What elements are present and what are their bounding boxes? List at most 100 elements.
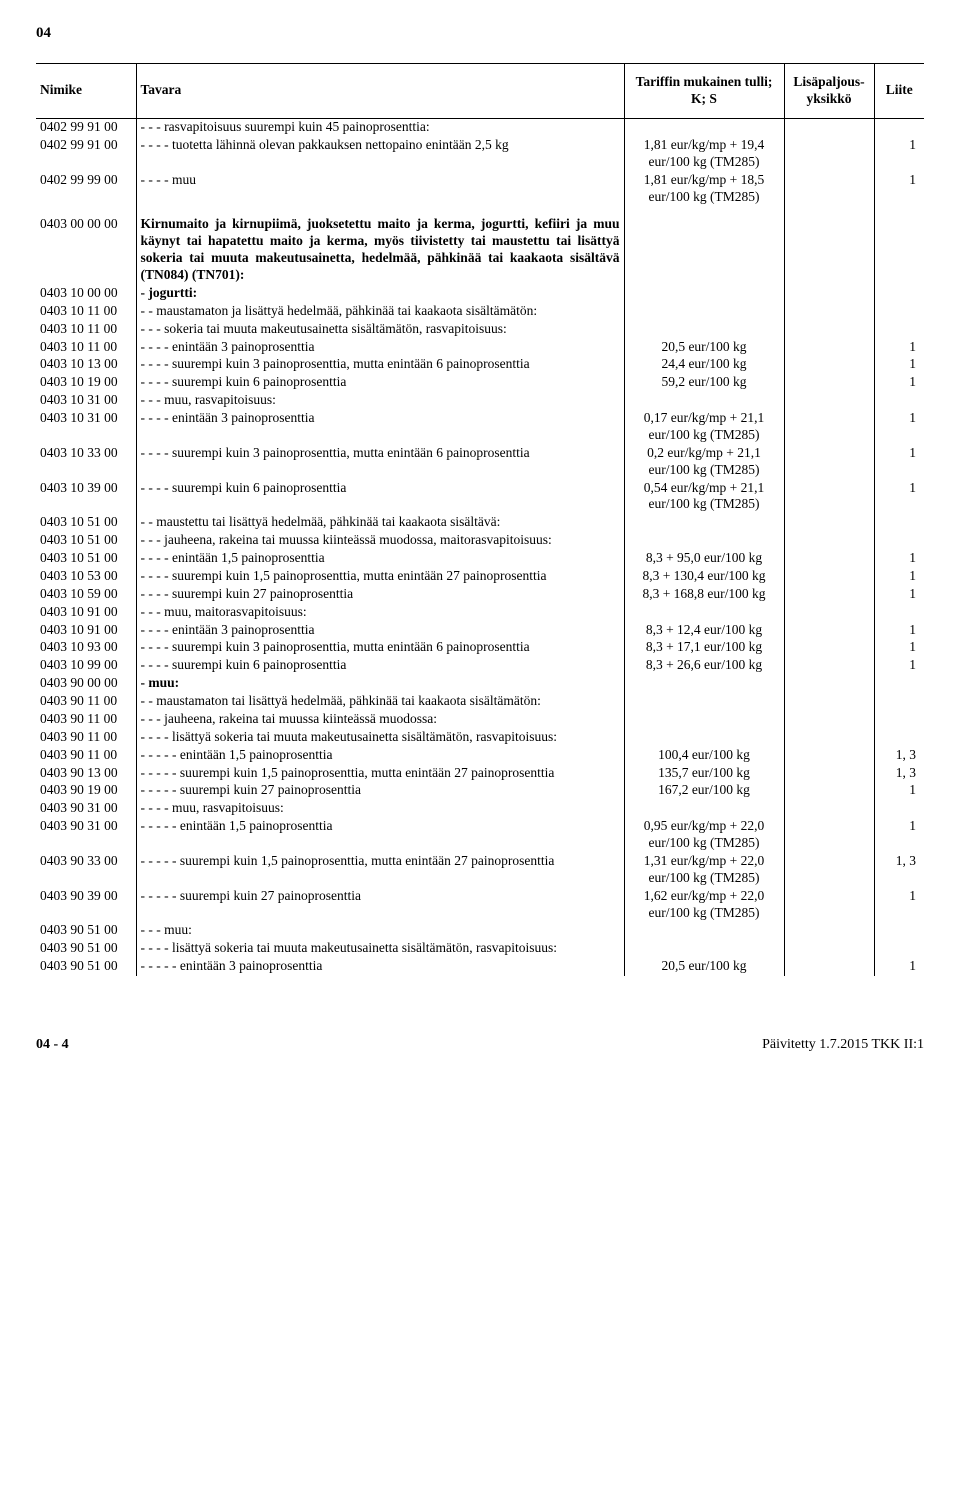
cell-tariff: 8,3 + 95,0 eur/100 kg [624,550,784,568]
cell-tariff [624,216,784,285]
table-row: 0403 10 13 00- - - - suurempi kuin 3 pai… [36,356,924,374]
col-liite: Liite [874,63,924,118]
table-row: 0403 10 00 00- jogurtti: [36,284,924,302]
cell-desc: - - maustettu tai lisättyä hedelmää, päh… [136,514,624,532]
cell-desc: - - - - - enintään 1,5 painoprosenttia [136,746,624,764]
table-row: 0403 90 51 00- - - - lisättyä sokeria ta… [36,940,924,958]
cell-liite [874,800,924,818]
cell-desc: - - - - enintään 3 painoprosenttia [136,410,624,445]
cell-tariff: 0,95 eur/kg/mp + 22,0 eur/100 kg (TM285) [624,818,784,853]
cell-tariff: 0,17 eur/kg/mp + 21,1 eur/100 kg (TM285) [624,410,784,445]
cell-unit [784,136,874,171]
cell-tariff [624,284,784,302]
page-number-top: 04 [36,24,924,43]
cell-code: 0403 10 51 00 [36,532,136,550]
cell-unit [784,171,874,206]
cell-desc: - - - muu, maitorasvapitoisuus: [136,603,624,621]
cell-code: 0403 90 39 00 [36,887,136,922]
table-row: 0403 10 31 00- - - - enintään 3 painopro… [36,410,924,445]
cell-tariff [624,922,784,940]
cell-liite: 1 [874,374,924,392]
col-lisapaljous: Lisäpaljous- yksikkö [784,63,874,118]
table-row: 0403 10 31 00- - - muu, rasvapitoisuus: [36,392,924,410]
cell-tariff [624,532,784,550]
table-row: 0402 99 91 00- - - rasvapitoisuus suurem… [36,118,924,136]
cell-tariff [624,118,784,136]
cell-liite: 1 [874,338,924,356]
cell-code: 0403 00 00 00 [36,216,136,285]
cell-code: 0403 90 00 00 [36,675,136,693]
cell-desc: - - - - - suurempi kuin 27 painoprosentt… [136,887,624,922]
table-row: 0403 90 13 00- - - - - suurempi kuin 1,5… [36,764,924,782]
cell-desc: - - - sokeria tai muuta makeutusainetta … [136,320,624,338]
cell-code: 0403 10 99 00 [36,657,136,675]
cell-unit [784,479,874,514]
cell-desc: - - - - - suurempi kuin 27 painoprosentt… [136,782,624,800]
cell-unit [784,887,874,922]
cell-tariff [624,710,784,728]
table-row: 0403 90 11 00- - - jauheena, rakeina tai… [36,710,924,728]
cell-code: 0403 90 31 00 [36,818,136,853]
table-row: 0403 90 33 00- - - - - suurempi kuin 1,5… [36,852,924,887]
cell-liite [874,940,924,958]
cell-liite [874,710,924,728]
table-row: 0403 10 51 00- - - jauheena, rakeina tai… [36,532,924,550]
cell-liite [874,693,924,711]
cell-unit [784,550,874,568]
cell-code: 0403 10 11 00 [36,338,136,356]
cell-desc: - - - jauheena, rakeina tai muussa kiint… [136,710,624,728]
cell-code: 0403 90 51 00 [36,940,136,958]
cell-unit [784,958,874,976]
cell-unit [784,818,874,853]
cell-code: 0403 90 11 00 [36,728,136,746]
table-row: 0403 10 53 00- - - - suurempi kuin 1,5 p… [36,567,924,585]
cell-unit [784,356,874,374]
cell-desc: - - - - suurempi kuin 1,5 painoprosentti… [136,567,624,585]
cell-tariff [624,728,784,746]
cell-code: 0403 10 13 00 [36,356,136,374]
cell-desc: - - - - suurempi kuin 3 painoprosenttia,… [136,444,624,479]
cell-desc: - - - - suurempi kuin 3 painoprosenttia,… [136,356,624,374]
cell-desc: - - maustamaton ja lisättyä hedelmää, pä… [136,302,624,320]
cell-code: 0403 10 11 00 [36,320,136,338]
cell-liite: 1 [874,444,924,479]
cell-unit [784,710,874,728]
cell-desc: - - - - - suurempi kuin 1,5 painoprosent… [136,852,624,887]
cell-desc: - - maustamaton tai lisättyä hedelmää, p… [136,693,624,711]
cell-desc: - - - - enintään 1,5 painoprosenttia [136,550,624,568]
cell-tariff [624,302,784,320]
cell-unit [784,585,874,603]
table-row: 0403 90 11 00- - - - lisättyä sokeria ta… [36,728,924,746]
cell-liite: 1 [874,171,924,206]
table-row: 0403 90 51 00- - - muu: [36,922,924,940]
col-lisa-l1: Lisäpaljous- [793,74,864,89]
cell-liite [874,392,924,410]
page-footer: 04 - 4 Päivitetty 1.7.2015 TKK II:1 [36,1036,924,1054]
cell-tariff [624,392,784,410]
cell-desc: - - - - lisättyä sokeria tai muuta makeu… [136,940,624,958]
cell-desc: - - - - muu [136,171,624,206]
cell-code: 0402 99 91 00 [36,136,136,171]
col-tariffi: Tariffin mukainen tulli; K; S [624,63,784,118]
table-header-row: Nimike Tavara Tariffin mukainen tulli; K… [36,63,924,118]
cell-tariff: 167,2 eur/100 kg [624,782,784,800]
cell-unit [784,444,874,479]
cell-unit [784,782,874,800]
cell-tariff: 8,3 + 12,4 eur/100 kg [624,621,784,639]
cell-unit [784,621,874,639]
cell-tariff [624,800,784,818]
cell-unit [784,392,874,410]
cell-tariff: 20,5 eur/100 kg [624,338,784,356]
cell-code: 0403 10 31 00 [36,410,136,445]
cell-unit [784,320,874,338]
cell-desc: Kirnumaito ja kirnupiimä, juoksetettu ma… [136,216,624,285]
cell-desc: - - - - - enintään 3 painoprosenttia [136,958,624,976]
cell-code: 0403 90 11 00 [36,693,136,711]
cell-liite [874,284,924,302]
cell-code: 0403 10 91 00 [36,621,136,639]
cell-tariff [624,514,784,532]
cell-liite [874,675,924,693]
cell-unit [784,514,874,532]
cell-liite [874,532,924,550]
cell-unit [784,639,874,657]
